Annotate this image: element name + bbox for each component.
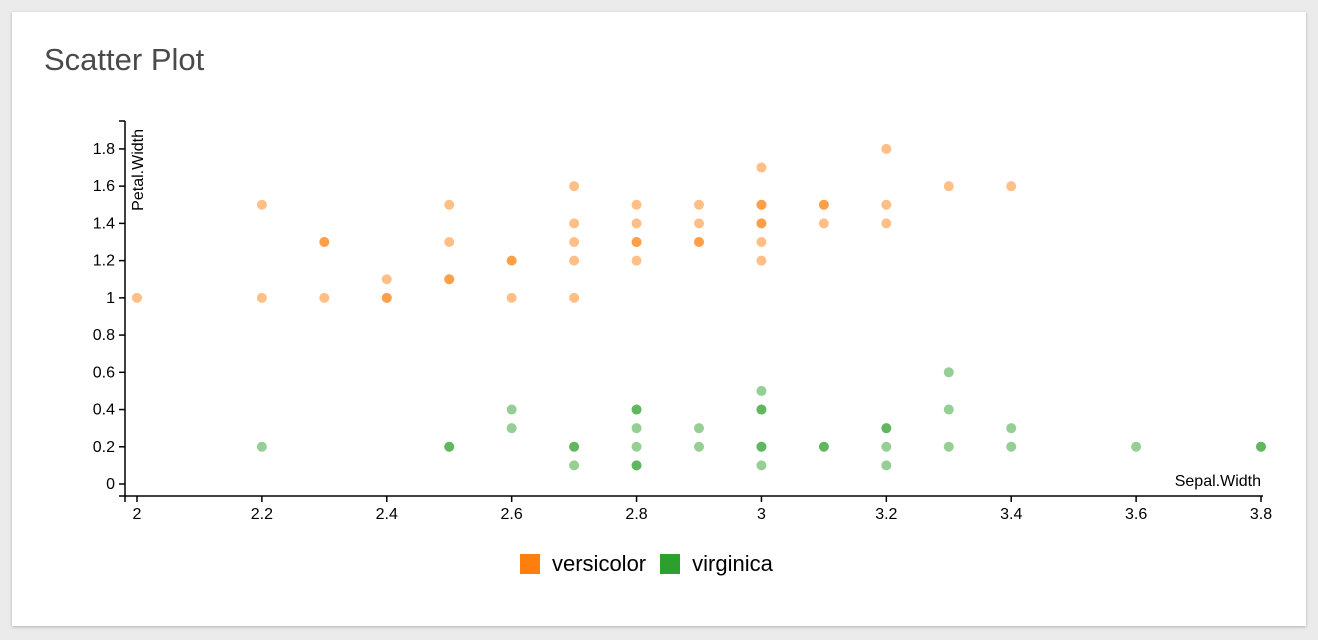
x-tick-label: 3: [757, 506, 766, 523]
point-virginica[interactable]: [881, 423, 892, 434]
point-versicolor[interactable]: [569, 218, 580, 229]
point-versicolor[interactable]: [444, 274, 455, 285]
x-axis-label: Sepal.Width: [1175, 473, 1261, 490]
point-virginica[interactable]: [756, 460, 767, 471]
y-tick-label: 1.2: [93, 253, 115, 270]
point-virginica[interactable]: [1006, 441, 1017, 452]
point-virginica[interactable]: [1006, 423, 1017, 434]
point-virginica[interactable]: [694, 423, 704, 434]
point-virginica[interactable]: [256, 441, 267, 452]
point-versicolor[interactable]: [756, 218, 767, 229]
data-points: [132, 143, 1266, 471]
point-virginica[interactable]: [756, 404, 767, 415]
point-versicolor[interactable]: [256, 292, 267, 303]
point-virginica[interactable]: [756, 385, 767, 396]
point-versicolor[interactable]: [381, 292, 392, 303]
point-versicolor[interactable]: [132, 292, 142, 303]
x-axis: 2 2.2 2.4 2.6 2.8 3 3.2 3.4 3.6 3.8: [124, 495, 1272, 523]
point-versicolor[interactable]: [569, 255, 580, 266]
point-versicolor[interactable]: [319, 237, 330, 247]
point-virginica[interactable]: [756, 441, 767, 452]
y-tick-label: 0.4: [93, 402, 115, 419]
point-versicolor[interactable]: [444, 199, 455, 210]
y-axis: 0 0.2 0.4 0.6 0.8 1 1.2 1.4 1.6 1.8: [93, 120, 126, 497]
point-versicolor[interactable]: [631, 199, 642, 210]
legend: versicolor virginica: [520, 551, 787, 577]
point-virginica[interactable]: [569, 441, 580, 452]
point-versicolor[interactable]: [756, 162, 767, 173]
point-versicolor[interactable]: [943, 181, 954, 192]
y-tick-label: 0.6: [93, 364, 115, 381]
x-tick-label: 2.2: [251, 506, 273, 523]
point-virginica[interactable]: [1256, 441, 1266, 452]
point-virginica[interactable]: [881, 441, 892, 452]
legend-swatch-virginica: [660, 554, 681, 574]
point-versicolor[interactable]: [631, 218, 642, 229]
x-tick-label: 3.6: [1125, 506, 1147, 523]
x-tick-label: 2.6: [501, 506, 523, 523]
x-tick-label: 2.4: [376, 506, 398, 523]
y-tick-label: 1.8: [93, 141, 115, 158]
point-virginica[interactable]: [1131, 441, 1142, 452]
point-versicolor[interactable]: [881, 199, 892, 210]
point-versicolor[interactable]: [569, 181, 580, 192]
point-versicolor[interactable]: [1006, 181, 1017, 192]
point-virginica[interactable]: [444, 441, 455, 452]
y-tick-label: 0.8: [93, 327, 115, 344]
point-versicolor[interactable]: [506, 255, 517, 266]
point-versicolor[interactable]: [881, 218, 892, 229]
point-versicolor[interactable]: [444, 237, 455, 247]
point-virginica[interactable]: [881, 460, 892, 471]
y-tick-label: 0: [106, 476, 115, 493]
y-tick-label: 1: [106, 290, 115, 307]
point-versicolor[interactable]: [569, 292, 580, 303]
point-versicolor[interactable]: [256, 199, 267, 210]
point-versicolor[interactable]: [756, 199, 767, 210]
point-versicolor[interactable]: [881, 143, 892, 154]
point-virginica[interactable]: [631, 460, 642, 471]
y-tick-label: 0.2: [93, 439, 115, 456]
point-virginica[interactable]: [694, 441, 704, 452]
legend-swatch-versicolor: [520, 554, 540, 574]
point-versicolor[interactable]: [756, 255, 767, 266]
x-tick-label: 2.8: [625, 506, 647, 523]
point-virginica[interactable]: [506, 404, 517, 415]
legend-item-versicolor[interactable]: versicolor: [520, 551, 646, 577]
point-versicolor[interactable]: [506, 292, 517, 303]
point-virginica[interactable]: [631, 423, 642, 434]
chart-title: Scatter Plot: [44, 42, 205, 77]
point-versicolor[interactable]: [818, 199, 829, 210]
point-versicolor[interactable]: [631, 255, 642, 266]
chart-card: Scatter Plot 0 0.2 0.4 0.6 0.8 1 1.2 1.4 1.6 1.8 …: [12, 12, 1306, 626]
point-versicolor[interactable]: [631, 237, 642, 247]
point-versicolor[interactable]: [381, 274, 392, 285]
point-virginica[interactable]: [943, 441, 954, 452]
point-virginica[interactable]: [631, 404, 642, 415]
x-tick-label: 3.2: [875, 506, 897, 523]
y-tick-label: 1.4: [93, 215, 115, 232]
legend-label-virginica: virginica: [692, 551, 773, 576]
y-axis-label: Petal.Width: [130, 129, 147, 211]
y-tick-label: 1.6: [93, 178, 115, 195]
legend-item-virginica[interactable]: virginica: [660, 551, 773, 577]
x-tick-label: 3.4: [1000, 506, 1022, 523]
point-virginica[interactable]: [506, 423, 517, 434]
point-versicolor[interactable]: [569, 237, 580, 247]
point-versicolor[interactable]: [694, 199, 704, 210]
scatter-plot: 0 0.2 0.4 0.6 0.8 1 1.2 1.4 1.6 1.8 2 2.2 2.4 2.6 2.8…: [93, 120, 1272, 523]
point-versicolor[interactable]: [756, 237, 767, 247]
point-virginica[interactable]: [943, 404, 954, 415]
x-tick-label: 2: [133, 506, 142, 523]
point-versicolor[interactable]: [694, 218, 704, 229]
point-versicolor[interactable]: [319, 292, 330, 303]
point-versicolor[interactable]: [694, 237, 704, 247]
x-tick-label: 3.8: [1250, 506, 1272, 523]
point-virginica[interactable]: [631, 441, 642, 452]
legend-label-versicolor: versicolor: [552, 551, 647, 576]
point-virginica[interactable]: [818, 441, 829, 452]
point-virginica[interactable]: [943, 367, 954, 378]
point-versicolor[interactable]: [818, 218, 829, 229]
point-virginica[interactable]: [569, 460, 580, 471]
